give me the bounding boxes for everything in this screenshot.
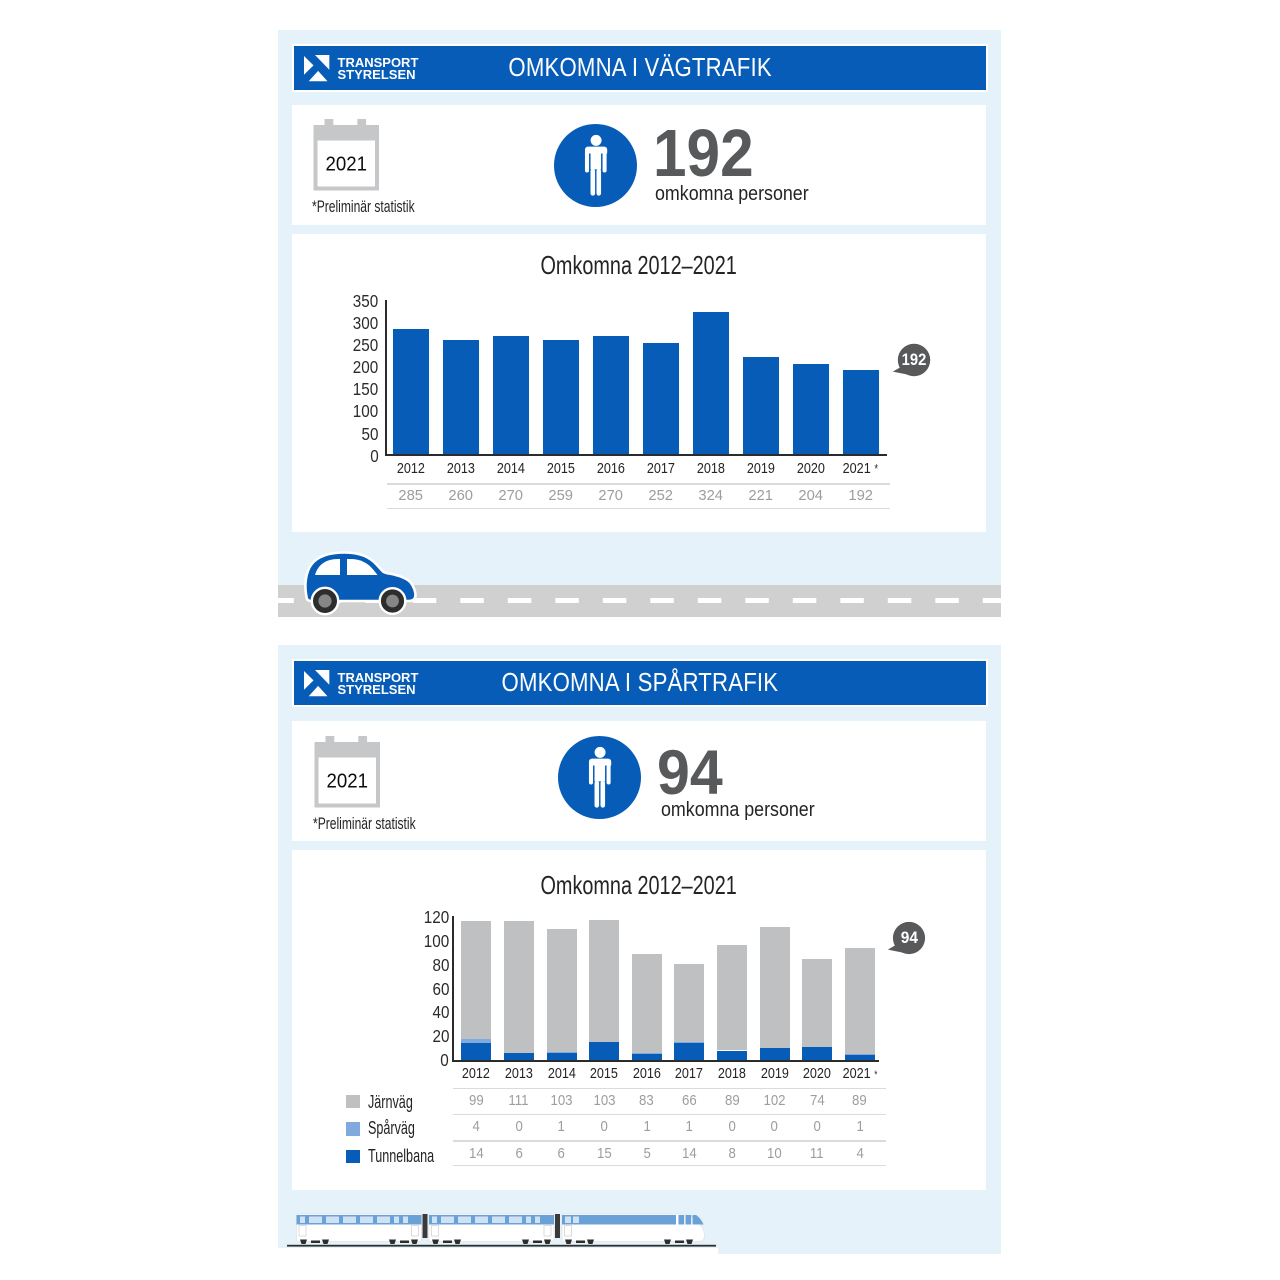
svg-text:2021: 2021 xyxy=(326,770,368,792)
svg-text:2021: 2021 xyxy=(326,153,368,175)
